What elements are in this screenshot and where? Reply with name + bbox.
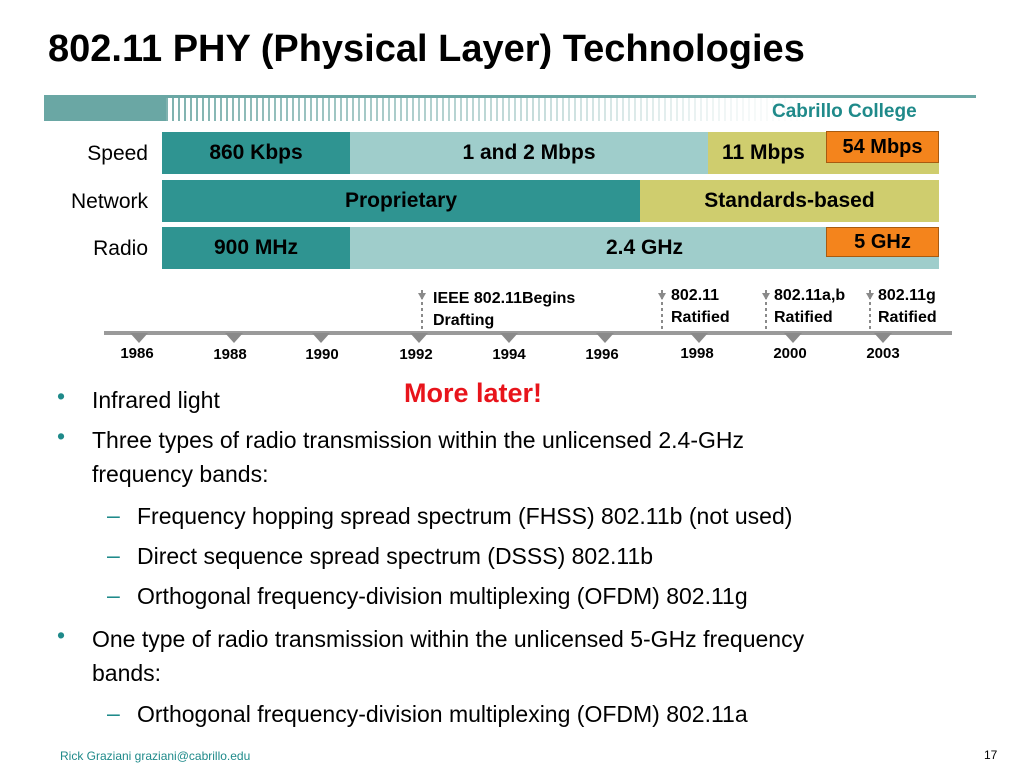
bullet-item-cont: bands:: [92, 660, 162, 686]
event-80211ab-ratified: 802.11a,b Ratified: [774, 285, 845, 329]
timeline-marker-1998: [690, 333, 708, 343]
timeline-marker-2000: [784, 333, 802, 343]
radio-900mhz-bar: 900 MHz: [162, 227, 350, 269]
timeline-marker-1996: [596, 333, 614, 343]
sub-bullet-item: Orthogonal frequency-division multiplexi…: [137, 583, 748, 609]
slide-title: 802.11 PHY (Physical Layer) Technologies: [48, 28, 805, 70]
footer-author: Rick Graziani graziani@cabrillo.edu: [60, 749, 251, 763]
sub-bullet-item: Orthogonal frequency-division multiplexi…: [137, 701, 748, 727]
event-line: Drafting: [433, 312, 495, 329]
event-line: Ratified: [878, 309, 937, 326]
sub-bullet-item: Frequency hopping spread spectrum (FHSS)…: [137, 503, 793, 529]
event-line: Ratified: [671, 309, 730, 326]
event-line: 802.11: [671, 287, 720, 304]
row-label-radio: Radio: [93, 237, 148, 260]
year-label: 1996: [585, 346, 619, 363]
event-arrow-1999: [762, 293, 770, 300]
year-label: 1986: [120, 345, 154, 362]
event-line: 802.11g: [878, 287, 936, 304]
header-band-solid: [44, 95, 166, 121]
bullet-item: Infrared light: [92, 387, 220, 413]
year-label: 1994: [492, 346, 526, 363]
bullet-marker: •: [57, 423, 66, 449]
timeline-marker-1988: [225, 333, 243, 343]
event-line: Ratified: [774, 309, 833, 326]
sub-bullet-marker: –: [107, 502, 120, 528]
bullet-item-cont: frequency bands:: [92, 461, 269, 487]
row-label-speed: Speed: [87, 142, 148, 165]
bullet-marker: •: [57, 383, 66, 409]
timeline-marker-1986: [130, 333, 148, 343]
year-label: 1992: [399, 346, 433, 363]
bullet-marker: •: [57, 622, 66, 648]
speed-54mbps-tag: 54 Mbps: [826, 131, 939, 163]
speed-860kbps-bar: 860 Kbps: [162, 132, 350, 174]
sub-bullet-marker: –: [107, 582, 120, 608]
year-label: 1988: [213, 346, 247, 363]
network-standards-bar: Standards-based: [640, 180, 939, 222]
timeline-marker-1992: [410, 333, 428, 343]
event-arrow-1997: [658, 293, 666, 300]
timeline-marker-1994: [500, 333, 518, 343]
year-label: 2000: [773, 345, 807, 362]
sub-bullet-marker: –: [107, 542, 120, 568]
page-number: 17: [984, 748, 998, 762]
event-line: 802.11a,b: [774, 287, 846, 304]
college-logo: Cabrillo College: [772, 101, 917, 122]
event-80211g-ratified: 802.11g Ratified: [878, 285, 937, 329]
sub-bullet-item: Direct sequence spread spectrum (DSSS) 8…: [137, 543, 654, 569]
event-line: IEEE 802.11Begins: [433, 290, 576, 307]
timeline-marker-1990: [312, 333, 330, 343]
header-band-fade: [166, 95, 976, 121]
bullet-item: One type of radio transmission within th…: [92, 626, 805, 652]
year-label: 2003: [866, 345, 900, 362]
sub-bullet-marker: –: [107, 700, 120, 726]
header-band-line: [44, 95, 976, 98]
event-arrow-1992: [418, 293, 426, 300]
bullet-item: Three types of radio transmission within…: [92, 427, 744, 453]
more-later-callout: More later!: [404, 378, 543, 408]
radio-5ghz-tag: 5 GHz: [826, 227, 939, 257]
year-label: 1990: [305, 346, 339, 363]
event-80211-ratified: 802.11 Ratified: [671, 285, 730, 329]
year-label: 1998: [680, 345, 714, 362]
row-label-network: Network: [70, 190, 148, 213]
event-arrow-2003: [866, 293, 874, 300]
speed-1-2mbps-bar: 1 and 2 Mbps: [350, 132, 708, 174]
event-ieee-drafting: IEEE 802.11Begins Drafting: [433, 288, 575, 332]
network-proprietary-bar: Proprietary: [162, 180, 640, 222]
timeline-marker-2003: [874, 333, 892, 343]
